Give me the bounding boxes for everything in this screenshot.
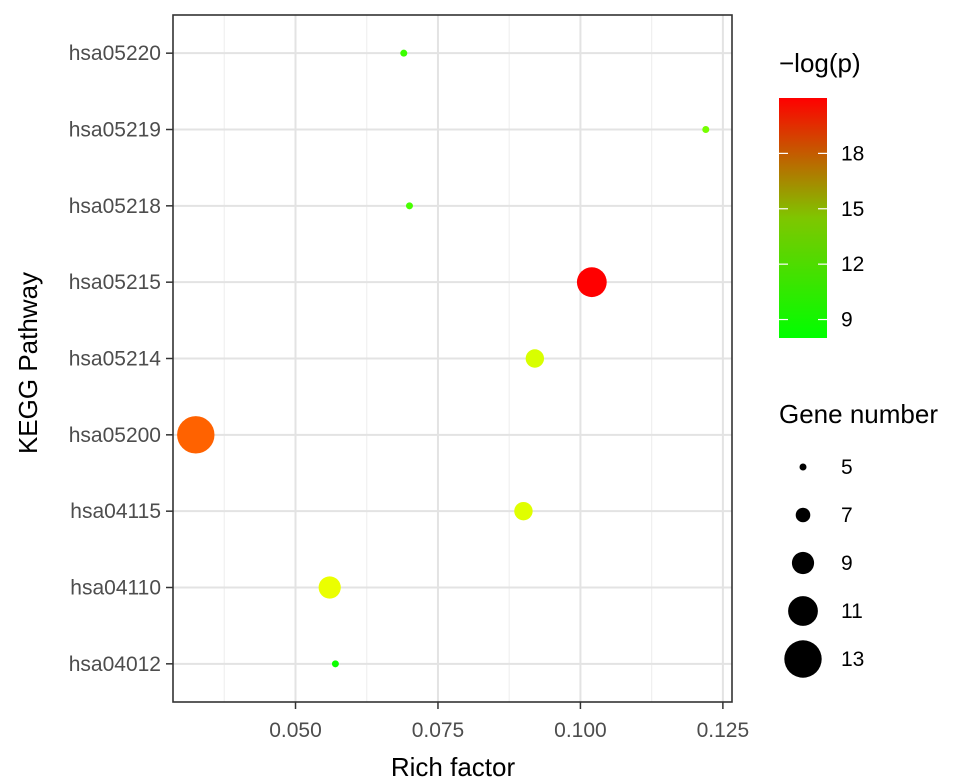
size-legend-label: 11 bbox=[841, 600, 863, 623]
x-tick-label: 0.100 bbox=[554, 719, 607, 742]
data-point-hsa05219 bbox=[702, 126, 710, 133]
y-tick-label: hsa05220 bbox=[69, 42, 161, 65]
y-tick-label: hsa05219 bbox=[69, 119, 161, 142]
y-tick-label: hsa05215 bbox=[69, 271, 161, 294]
x-tick-label: 0.050 bbox=[269, 719, 322, 742]
plot-panel bbox=[173, 15, 732, 702]
data-point-hsa04110 bbox=[318, 576, 341, 599]
size-legend-label: 9 bbox=[841, 552, 853, 575]
size-legend-key bbox=[799, 463, 807, 471]
color-legend: −log(p) 9 12 15 18 bbox=[779, 48, 864, 338]
size-legend-label: 5 bbox=[841, 456, 853, 479]
data-point-hsa05215 bbox=[576, 267, 607, 298]
size-legend: Gene number 5 7 9 11 13 bbox=[779, 399, 938, 678]
axis-ticks: 0.050 0.075 0.100 0.125 hsa04012 hsa04110 hsa0… bbox=[69, 42, 749, 742]
color-legend-label: 18 bbox=[841, 142, 864, 165]
color-legend-label: 12 bbox=[841, 253, 864, 276]
size-legend-key bbox=[791, 551, 815, 575]
data-point-hsa05214 bbox=[525, 349, 545, 368]
data-point-hsa04115 bbox=[514, 501, 533, 521]
size-legend-key bbox=[784, 640, 822, 678]
x-tick-label: 0.125 bbox=[697, 719, 750, 742]
data-points bbox=[177, 49, 710, 668]
x-axis-title: Rich factor bbox=[391, 752, 516, 779]
color-legend-bar bbox=[779, 98, 827, 338]
size-legend-key bbox=[795, 507, 811, 523]
data-point-hsa05220 bbox=[400, 49, 408, 57]
data-point-hsa05200 bbox=[177, 416, 215, 454]
y-tick-label: hsa05218 bbox=[69, 195, 161, 218]
y-tick-label: hsa04110 bbox=[70, 577, 161, 600]
x-tick-label: 0.075 bbox=[412, 719, 465, 742]
color-legend-label: 9 bbox=[841, 309, 853, 332]
y-tick-label: hsa05214 bbox=[69, 348, 162, 371]
color-legend-title: −log(p) bbox=[779, 48, 861, 78]
color-legend-label: 15 bbox=[841, 198, 864, 221]
size-legend-key bbox=[788, 596, 818, 626]
y-axis-title: KEGG Pathway bbox=[13, 272, 43, 454]
data-point-hsa05218 bbox=[405, 202, 413, 210]
y-tick-label: hsa04012 bbox=[69, 653, 161, 676]
y-tick-label: hsa05200 bbox=[69, 424, 161, 447]
size-legend-label: 13 bbox=[841, 648, 864, 671]
data-point-hsa04012 bbox=[331, 660, 339, 668]
y-tick-label: hsa04115 bbox=[70, 500, 161, 523]
size-legend-title: Gene number bbox=[779, 399, 938, 429]
size-legend-label: 7 bbox=[841, 504, 853, 527]
